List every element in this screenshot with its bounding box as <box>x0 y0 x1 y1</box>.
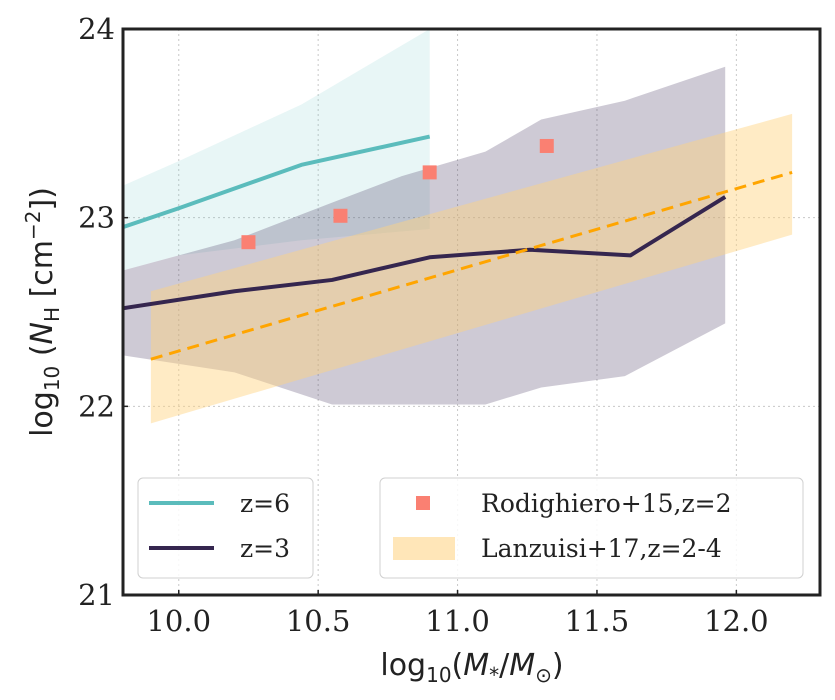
series-lines <box>122 134 793 361</box>
y-tick-label-1: 22 <box>78 389 115 423</box>
rodighiero-point-0 <box>241 235 256 250</box>
rodighiero-point-2 <box>422 165 437 180</box>
y-axis-label: log10 (NH [cm−2]) <box>21 187 64 437</box>
rodighiero-point-3 <box>539 138 554 153</box>
axis-ticks: 10.0 10.5 11.0 11.5 12.0 21 22 23 24 <box>78 12 769 638</box>
legend-right: Rodighiero+15,z=2 Lanzuisi+17,z=2-4 <box>379 477 804 579</box>
x-tick-label-4: 12.0 <box>704 604 769 638</box>
x-tick-label-1: 10.5 <box>286 604 351 638</box>
band-2 <box>150 113 793 424</box>
legend-left: z=6 z=3 <box>137 477 314 579</box>
series-line-z-6 <box>122 134 431 229</box>
legend-rodighiero-label: Rodighiero+15,z=2 <box>481 489 732 518</box>
plot-frame <box>121 27 822 597</box>
data-points <box>241 138 554 250</box>
y-tick-label-0: 21 <box>78 578 115 612</box>
x-tick-label-3: 11.5 <box>565 604 630 638</box>
band-1 <box>123 66 726 405</box>
legend-rodighiero-swatch <box>416 496 430 510</box>
legend-right-box <box>379 477 804 579</box>
legend-lanzuisi-label: Lanzuisi+17,z=2-4 <box>481 534 722 563</box>
x-tick-label-2: 11.0 <box>425 604 490 638</box>
x-tick-label-0: 10.0 <box>146 604 211 638</box>
range-bands <box>123 29 793 424</box>
x-axis-label: log10(M*/M⊙) <box>380 648 563 687</box>
y-tick-label-3: 24 <box>78 12 115 46</box>
legend-lanzuisi-swatch <box>393 537 455 560</box>
legend-z6-label: z=6 <box>240 489 290 518</box>
series-line-fit <box>150 170 793 361</box>
series-line-z-3 <box>122 195 727 311</box>
y-tick-label-2: 23 <box>78 201 115 235</box>
rodighiero-point-1 <box>333 208 348 223</box>
band-0 <box>123 29 430 271</box>
legend-z3-label: z=3 <box>240 534 290 563</box>
